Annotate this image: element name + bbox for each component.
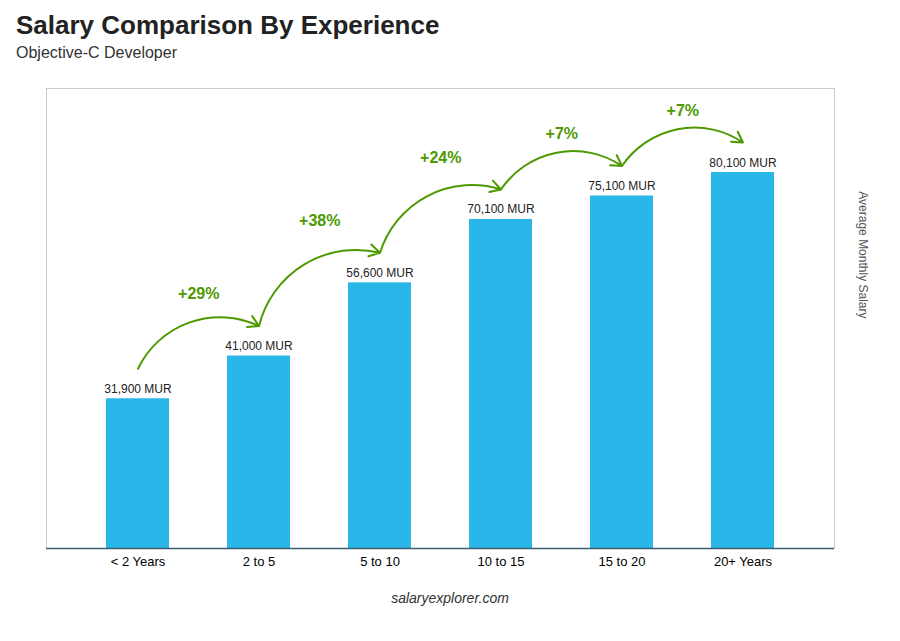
- svg-text:20+ Years: 20+ Years: [714, 554, 773, 569]
- svg-text:5 to 10: 5 to 10: [360, 554, 400, 569]
- svg-text:15 to 20: 15 to 20: [599, 554, 646, 569]
- svg-text:41,000 MUR: 41,000 MUR: [225, 339, 293, 353]
- html-text:Salary Comparison By Experienc: Salary Comparison By Experience: [16, 10, 440, 40]
- svg-text:56,600 MUR: 56,600 MUR: [346, 266, 414, 280]
- svg-text:+7%: +7%: [667, 102, 699, 119]
- svg-text:Average Monthly Salary: Average Monthly Salary: [856, 191, 870, 318]
- svg-text:< 2 Years: < 2 Years: [111, 554, 166, 569]
- svg-text:31,900 MUR: 31,900 MUR: [104, 382, 172, 396]
- html-text:Objective-C Developer: Objective-C Developer: [16, 44, 177, 61]
- svg-text:10 to 15: 10 to 15: [478, 554, 525, 569]
- svg-text:+38%: +38%: [299, 212, 340, 229]
- svg-text:80,100 MUR: 80,100 MUR: [709, 156, 777, 170]
- svg-text:2 to 5: 2 to 5: [243, 554, 276, 569]
- svg-text:75,100 MUR: 75,100 MUR: [588, 179, 656, 193]
- html-text:salaryexplorer.com: salaryexplorer.com: [391, 590, 509, 606]
- svg-text:+24%: +24%: [420, 149, 461, 166]
- svg-text:70,100 MUR: 70,100 MUR: [467, 202, 535, 216]
- svg-text:+29%: +29%: [178, 285, 219, 302]
- svg-text:+7%: +7%: [546, 125, 578, 142]
